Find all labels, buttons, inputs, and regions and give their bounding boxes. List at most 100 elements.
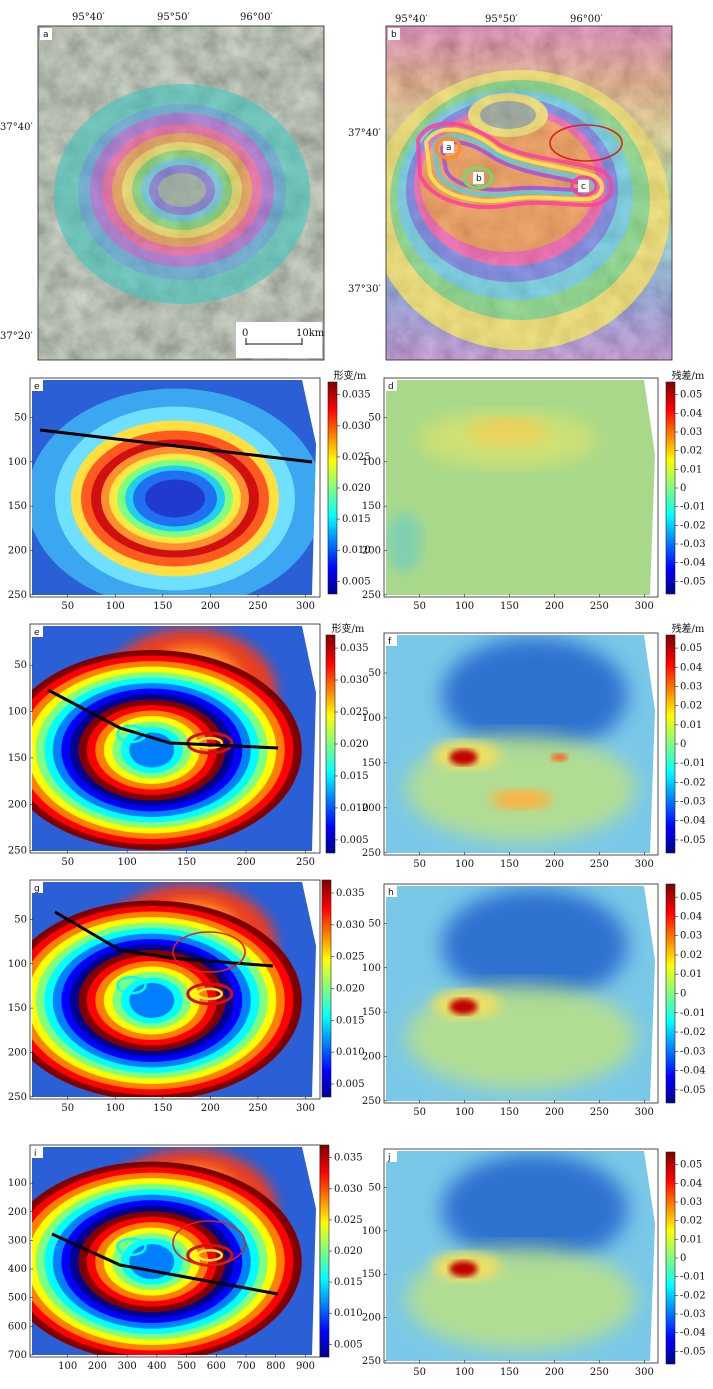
residual-field-1 <box>386 380 655 595</box>
residual-1-y-tick: 100 <box>362 457 381 468</box>
residual-colorbar-tick: -0.03 <box>680 539 706 550</box>
model-colorbar-1 <box>327 381 338 595</box>
panel-a-top-tick-3: 96°00′ <box>240 12 273 23</box>
residual-2-y-tick: 150 <box>362 758 381 769</box>
model-3-y-tick: 100 <box>8 959 27 970</box>
residual-colorbar-tick: 0 <box>680 989 686 1000</box>
model-2-x-tick: 100 <box>118 857 137 868</box>
residual-colorbar-tick: 0.03 <box>680 681 702 692</box>
model-4-y-tick: 700 <box>8 1350 27 1361</box>
residual-colorbar-tick: 0.02 <box>680 701 702 712</box>
model-4-y-tick: 600 <box>8 1321 27 1332</box>
fault-trace-2 <box>47 688 279 750</box>
model-colorbar-title-1: 形变/m <box>334 369 367 382</box>
residual-colorbar-tick: 0.02 <box>680 950 702 961</box>
residual-colorbar-tick: 0 <box>680 739 686 750</box>
residual-colorbar-tick: -0.02 <box>680 1027 706 1038</box>
model-colorbar-tick: 0.010 <box>336 1047 365 1058</box>
model-1-x-tick: 50 <box>61 601 74 612</box>
residual-colorbar-1 <box>665 381 676 595</box>
residual-1-x-tick: 50 <box>413 601 426 612</box>
model-colorbar-tick: 0.010 <box>334 1308 363 1319</box>
model-3-x-tick: 100 <box>106 1103 125 1114</box>
panel-b-dense-fringes <box>415 121 614 209</box>
residual-3-x-tick: 100 <box>455 1107 474 1118</box>
residual-4-x-tick: 50 <box>413 1367 426 1378</box>
model-2-y-tick: 50 <box>14 660 27 671</box>
panel-b-marker-b: b <box>476 174 482 184</box>
panel-a-top-tick-1: 95°40′ <box>72 12 105 23</box>
model-colorbar-tick: 0.020 <box>340 739 369 750</box>
model-2-x-tick: 50 <box>61 857 74 868</box>
residual-colorbar-tick: 0.03 <box>680 1197 702 1208</box>
residual-3-y-tick: 200 <box>362 1051 381 1062</box>
model-4-x-tick: 200 <box>88 1361 107 1372</box>
residual-colorbar-tick: -0.02 <box>680 1290 706 1301</box>
residual-2-x-tick: 300 <box>635 859 654 870</box>
model-red-ellipse-3 <box>172 931 246 973</box>
model-4-x-tick: 800 <box>266 1361 285 1372</box>
residual-2-x-tick: 250 <box>590 859 609 870</box>
residual-1-y-tick: 200 <box>362 545 381 556</box>
residual-colorbar-tick: -0.05 <box>680 1085 706 1096</box>
residual-4-y-tick: 150 <box>362 1269 381 1280</box>
panel-b-marker-c: c <box>581 182 586 192</box>
residual-colorbar-tick: 0.04 <box>680 911 702 922</box>
residual-1-x-tick: 200 <box>545 601 564 612</box>
model-colorbar-tick: 0.005 <box>334 1339 363 1350</box>
model-2-y-tick: 100 <box>8 707 27 718</box>
residual-1-x-tick: 100 <box>455 601 474 612</box>
panel-a: a 95°40′ 95°50′ 96°00′ 37°40′ 37°20′ 0 1… <box>0 12 325 361</box>
model-colorbar-tick: 0.025 <box>334 1215 363 1226</box>
residual-3-y-tick: 150 <box>362 1007 381 1018</box>
residual-colorbar-tick: -0.04 <box>680 816 706 827</box>
residual-colorbar-tick: 0.03 <box>680 427 702 438</box>
model-1-x-tick: 150 <box>153 601 172 612</box>
residual-colorbar-tick: -0.05 <box>680 835 706 846</box>
model-colorbar-tick: 0.025 <box>336 952 365 963</box>
model-colorbar-tick: 0.005 <box>342 576 371 587</box>
residual-colorbar-tick: -0.03 <box>680 1309 706 1320</box>
residual-2-y-tick: 250 <box>362 848 381 859</box>
residual-colorbar-tick: -0.03 <box>680 797 706 808</box>
residual-panel-label-3: h <box>388 888 394 898</box>
model-colorbar-tick: 0.005 <box>336 1079 365 1090</box>
panel-a-label-box <box>40 28 52 40</box>
residual-colorbar-tick: -0.01 <box>680 1272 706 1283</box>
panel-a-left-tick-1: 37°40′ <box>0 122 33 133</box>
model-1-y-tick: 200 <box>8 545 27 556</box>
residual-panel-4: 50 100 150 200 250 300 50 100 150 200 250 j 0.05 0.04… <box>362 1148 706 1378</box>
residual-3-x-tick: 250 <box>590 1107 609 1118</box>
model-4-x-tick: 300 <box>118 1361 137 1372</box>
residual-colorbar-tick: -0.05 <box>680 1346 706 1357</box>
model-colorbar-tick: 0.030 <box>340 675 369 686</box>
residual-2-y-tick: 200 <box>362 803 381 814</box>
model-colorbar-tick: 0.020 <box>334 1246 363 1257</box>
residual-panel-3: 50 100 150 200 250 300 50 100 150 200 250 h 0.05 0.04… <box>362 883 706 1118</box>
model-colorbar-tick: 0.025 <box>342 452 371 463</box>
model-panel-label-2: e <box>34 628 40 638</box>
model-colorbar-title-2: 形变/m <box>332 622 365 635</box>
residual-2-x-tick: 150 <box>500 859 519 870</box>
residual-2-y-tick: 50 <box>368 668 381 679</box>
model-colorbar-tick: 0.010 <box>340 803 369 814</box>
model-2-y-tick: 150 <box>8 753 27 764</box>
model-3-y-tick: 250 <box>8 1092 27 1103</box>
residual-colorbar-tick: -0.01 <box>680 1008 706 1019</box>
model-panel-label-3: g <box>34 884 40 894</box>
residual-panel-label-1: d <box>388 382 394 392</box>
model-2-y-tick: 200 <box>8 799 27 810</box>
residual-3-y-tick: 50 <box>368 918 381 929</box>
panel-a-left-tick-2: 37°20′ <box>0 331 33 342</box>
model-panel-3: 50 100 150 200 250 300 50 100 150 200 250 g 0.035 0.0… <box>8 879 365 1114</box>
model-4-x-tick: 900 <box>296 1361 315 1372</box>
model-colorbar-tick: 0.035 <box>340 643 369 654</box>
residual-panel-2: 50 100 150 200 250 300 50 100 150 200 250 f 0.05 0.04… <box>362 622 706 870</box>
model-colorbar-tick: 0.030 <box>342 421 371 432</box>
residual-colorbar-tick: 0.02 <box>680 1216 702 1227</box>
model-field-2 <box>32 626 316 851</box>
residual-1-y-tick: 250 <box>362 590 381 601</box>
model-red-ellipse-4 <box>172 1220 246 1266</box>
residual-colorbar-tick: 0.01 <box>680 969 702 980</box>
residual-field-4 <box>386 1151 655 1361</box>
